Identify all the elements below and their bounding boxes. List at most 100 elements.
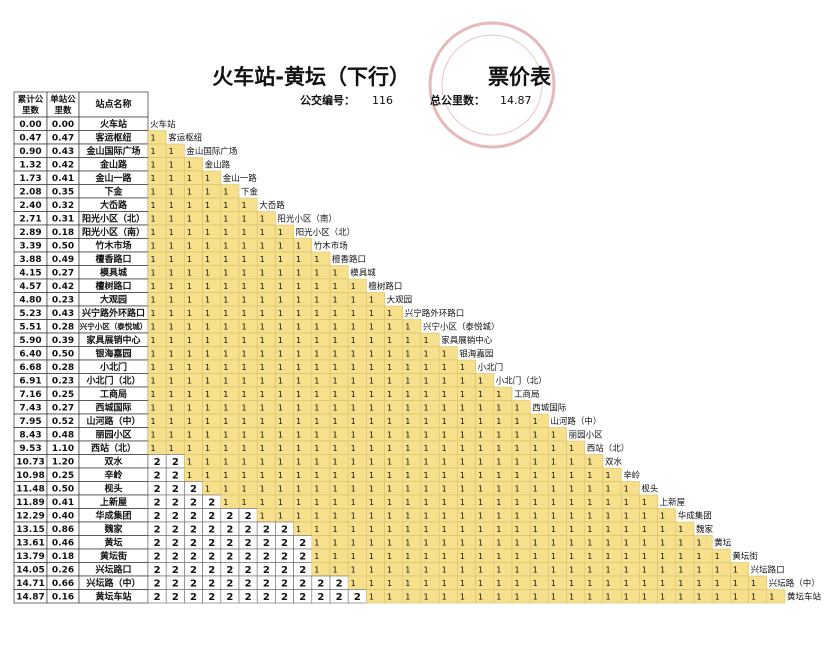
station-name: 大观园: [100, 293, 127, 305]
fare: 1: [296, 484, 301, 493]
fare: 1: [223, 309, 228, 318]
fare: 1: [150, 241, 155, 250]
fare: 1: [332, 390, 337, 399]
fare: 1: [351, 349, 356, 358]
fare: 1: [605, 484, 610, 493]
fare: 1: [314, 336, 319, 345]
km-value: 3.88: [19, 255, 41, 265]
fare: 1: [260, 336, 265, 345]
fare: 1: [187, 349, 192, 358]
km-value: 0.28: [52, 322, 74, 332]
fare: 1: [278, 241, 283, 250]
fare: 1: [314, 484, 319, 493]
fare: 1: [514, 579, 519, 588]
fare: 1: [223, 228, 228, 237]
fare: 1: [296, 241, 301, 250]
fare: 1: [569, 538, 574, 547]
fare: 1: [169, 322, 174, 331]
fare: 2: [154, 511, 161, 522]
fare: 2: [172, 578, 179, 589]
fare: 1: [278, 471, 283, 480]
fare: 1: [460, 538, 465, 547]
fare: 1: [514, 471, 519, 480]
fare: 2: [154, 457, 161, 468]
fare: 1: [715, 552, 720, 561]
fare: 1: [205, 444, 210, 453]
fare: 1: [569, 498, 574, 507]
fare: 1: [278, 228, 283, 237]
km-value: 1.32: [19, 160, 41, 170]
km-value: 0.66: [52, 579, 74, 589]
fare: 1: [369, 336, 374, 345]
fare: 1: [369, 376, 374, 385]
fare: 1: [241, 403, 246, 412]
fare: 1: [169, 282, 174, 291]
fare: 1: [605, 498, 610, 507]
fare: 1: [241, 322, 246, 331]
fare: 1: [369, 390, 374, 399]
fare: 1: [514, 444, 519, 453]
fare: 1: [187, 417, 192, 426]
fare: 1: [423, 403, 428, 412]
km-value: 14.71: [16, 579, 44, 589]
fare: 1: [260, 349, 265, 358]
fare: 1: [205, 268, 210, 277]
fare: 1: [478, 511, 483, 520]
fare: 2: [226, 551, 233, 562]
fare: 1: [660, 511, 665, 520]
fare: 1: [205, 390, 210, 399]
fare: 1: [423, 525, 428, 534]
fare: 1: [332, 268, 337, 277]
fare: 1: [241, 268, 246, 277]
km-value: 4.57: [19, 282, 41, 292]
fare: 2: [281, 565, 288, 576]
fare: 1: [187, 187, 192, 196]
fare: 1: [332, 363, 337, 372]
fare: 1: [150, 349, 155, 358]
fare: 1: [150, 309, 155, 318]
station-name: 下金: [104, 185, 123, 197]
fare: 1: [423, 457, 428, 466]
fare: 1: [351, 579, 356, 588]
fare: 1: [296, 349, 301, 358]
station-name: 小北门: [99, 361, 127, 373]
fare: 1: [296, 295, 301, 304]
fare: 1: [223, 376, 228, 385]
fare: 1: [442, 538, 447, 547]
fare: 2: [172, 484, 179, 495]
fare: 1: [260, 444, 265, 453]
km-value: 0.43: [52, 309, 74, 319]
fare: 1: [423, 336, 428, 345]
fare: 1: [387, 457, 392, 466]
station-name: 辛岭: [104, 469, 122, 481]
fare: 1: [351, 417, 356, 426]
fare: 1: [624, 525, 629, 534]
km-value: 0.26: [52, 565, 74, 575]
fare: 1: [478, 457, 483, 466]
fare: 1: [223, 349, 228, 358]
fare: 1: [678, 592, 683, 601]
fare: 1: [387, 484, 392, 493]
fare: 1: [496, 390, 501, 399]
fare: 2: [281, 578, 288, 589]
fare: 1: [150, 417, 155, 426]
km-value: 0.42: [52, 160, 74, 170]
fare: 2: [190, 524, 197, 535]
fare: 1: [223, 295, 228, 304]
station-name: 兴坛路口: [95, 563, 131, 575]
fare: 1: [405, 322, 410, 331]
fare: 2: [226, 565, 233, 576]
fare: 1: [150, 295, 155, 304]
fare: 1: [533, 471, 538, 480]
fare: 1: [296, 322, 301, 331]
fare: 1: [351, 322, 356, 331]
fare: 1: [369, 444, 374, 453]
fare: 1: [423, 471, 428, 480]
fare: 1: [387, 376, 392, 385]
fare: 1: [478, 579, 483, 588]
fare: 1: [514, 538, 519, 547]
fare: 1: [460, 444, 465, 453]
fare: 1: [514, 592, 519, 601]
diagonal-station: 黄坛: [714, 537, 732, 548]
